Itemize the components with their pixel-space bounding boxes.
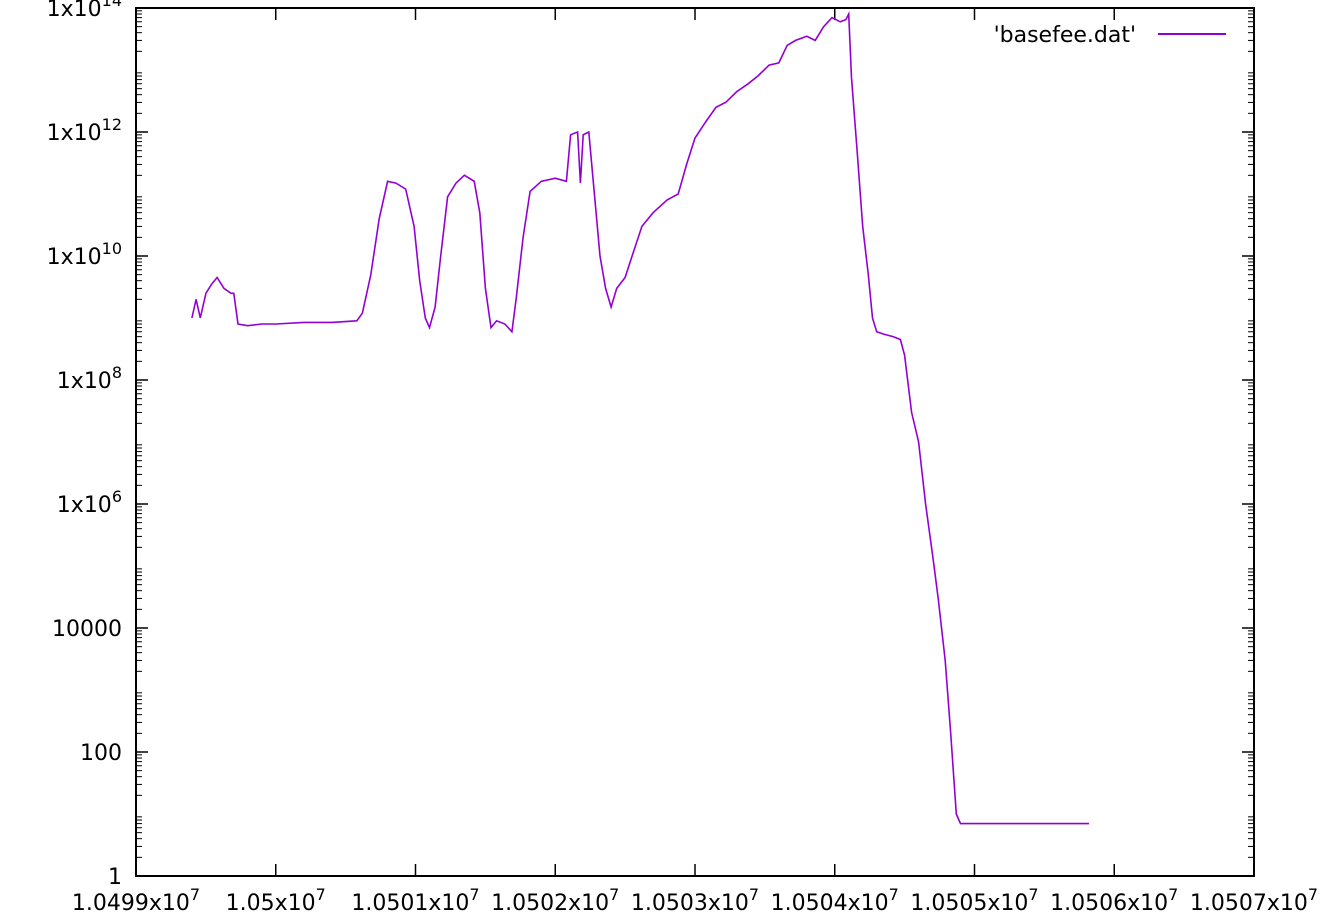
x-tick-label: 1.0503x107 xyxy=(631,885,759,912)
y-tick-label: 10000 xyxy=(52,617,122,642)
x-tick-label: 1.0504x107 xyxy=(771,885,899,912)
y-tick-label: 1 xyxy=(108,865,122,890)
y-tick-label: 1x1010 xyxy=(47,239,122,270)
legend-label: 'basefee.dat' xyxy=(994,23,1136,48)
y-tick-label: 1x106 xyxy=(57,487,122,518)
y-tick-labels: 1 100 10000 1x106 1x108 1x1010 1x1012 1x1014 xyxy=(47,0,122,890)
y-tick-label: 1x1014 xyxy=(47,0,122,22)
x-tick-labels: 1.0499x107 1.05x107 1.0501x107 1.0502x107 1.… xyxy=(72,885,1318,912)
x-tick-label: 1.05x107 xyxy=(226,885,326,912)
legend: 'basefee.dat' xyxy=(994,23,1226,48)
x-tick-label: 1.0502x107 xyxy=(491,885,619,912)
x-tick-label: 1.0505x107 xyxy=(910,885,1038,912)
x-tick-label: 1.0507x107 xyxy=(1190,885,1318,912)
x-tick-label: 1.0501x107 xyxy=(351,885,479,912)
plot-frame xyxy=(135,7,1255,877)
x-tick-label: 1.0506x107 xyxy=(1050,885,1178,912)
y-tick-label: 1x108 xyxy=(57,363,122,394)
y-tick-label: 100 xyxy=(80,741,122,766)
series-line xyxy=(191,10,1090,825)
y-tick-label: 1x1012 xyxy=(47,115,122,146)
x-tick-label: 1.0499x107 xyxy=(72,885,200,912)
